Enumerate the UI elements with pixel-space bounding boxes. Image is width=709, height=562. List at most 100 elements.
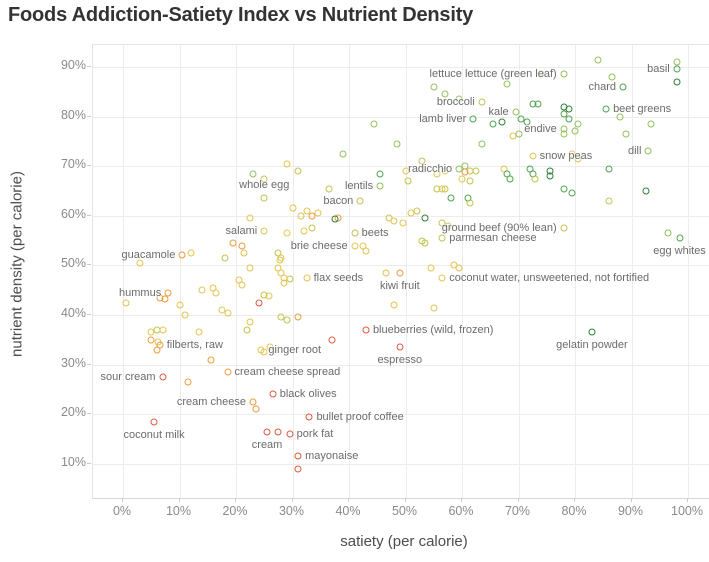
data-point[interactable]: [466, 177, 474, 185]
data-point[interactable]: [472, 167, 480, 175]
data-point[interactable]: [300, 227, 308, 235]
point-espresso[interactable]: [396, 343, 404, 351]
data-point[interactable]: [664, 229, 672, 237]
data-point[interactable]: [515, 130, 522, 138]
data-point[interactable]: [198, 286, 206, 294]
data-point[interactable]: [286, 275, 294, 283]
data-point[interactable]: [531, 175, 539, 183]
data-point[interactable]: [224, 309, 232, 317]
data-point[interactable]: [605, 197, 613, 205]
point-kiwi-fruit[interactable]: [396, 269, 404, 277]
data-point[interactable]: [560, 110, 568, 118]
data-point[interactable]: [523, 118, 531, 126]
data-point[interactable]: [402, 167, 409, 175]
point-kale[interactable]: [512, 108, 520, 116]
data-point[interactable]: [294, 167, 302, 175]
point-blueberries-wild-frozen[interactable]: [362, 326, 370, 334]
point-bullet-proof-coffee[interactable]: [305, 413, 313, 421]
data-point[interactable]: [221, 254, 229, 262]
data-point[interactable]: [616, 113, 624, 121]
data-point[interactable]: [673, 58, 681, 66]
data-point[interactable]: [283, 160, 291, 168]
point-dill[interactable]: [644, 147, 652, 155]
data-point[interactable]: [283, 316, 291, 324]
data-point[interactable]: [574, 155, 582, 163]
data-point[interactable]: [243, 326, 251, 334]
data-point[interactable]: [294, 465, 302, 473]
data-point[interactable]: [276, 256, 284, 264]
data-point[interactable]: [308, 212, 316, 220]
data-point[interactable]: [212, 289, 220, 297]
point-egg-whites[interactable]: [676, 234, 684, 242]
point-cream-cheese-spread[interactable]: [224, 368, 232, 376]
data-point[interactable]: [455, 264, 463, 272]
data-point[interactable]: [266, 343, 274, 351]
data-point[interactable]: [413, 207, 421, 215]
data-point[interactable]: [362, 247, 370, 255]
point-lentils[interactable]: [376, 182, 384, 190]
data-point[interactable]: [339, 150, 347, 158]
data-point[interactable]: [176, 301, 183, 309]
data-point[interactable]: [534, 100, 542, 108]
data-point[interactable]: [187, 249, 195, 257]
data-point[interactable]: [328, 336, 336, 344]
data-point[interactable]: [498, 118, 506, 126]
point-hummus[interactable]: [164, 289, 172, 297]
point-pork-fat[interactable]: [286, 430, 294, 438]
data-point[interactable]: [136, 259, 144, 267]
data-point[interactable]: [461, 168, 469, 176]
point-chard[interactable]: [619, 83, 627, 91]
point-coconut-water-unsweetened-not-fortified[interactable]: [438, 274, 446, 282]
data-point[interactable]: [438, 185, 446, 193]
data-point[interactable]: [568, 150, 576, 158]
data-point[interactable]: [605, 165, 613, 173]
data-point[interactable]: [546, 172, 554, 180]
data-point[interactable]: [560, 185, 568, 193]
data-point[interactable]: [390, 301, 398, 309]
data-point[interactable]: [506, 175, 514, 183]
data-point[interactable]: [503, 80, 511, 88]
point-cream[interactable]: [263, 428, 271, 436]
data-point[interactable]: [303, 207, 311, 215]
point-beet-greens[interactable]: [602, 105, 610, 113]
data-point[interactable]: [325, 185, 333, 193]
data-point[interactable]: [430, 83, 438, 91]
data-point[interactable]: [294, 313, 302, 321]
data-point[interactable]: [622, 130, 630, 138]
data-point[interactable]: [399, 219, 407, 227]
data-point[interactable]: [565, 115, 573, 123]
data-point[interactable]: [331, 215, 339, 223]
data-point[interactable]: [260, 175, 268, 183]
point-black-olives[interactable]: [269, 390, 277, 398]
point-filberts-raw[interactable]: [156, 341, 164, 349]
data-point[interactable]: [249, 170, 257, 178]
data-point[interactable]: [246, 214, 254, 222]
data-point[interactable]: [393, 140, 401, 148]
data-point[interactable]: [478, 140, 486, 148]
point-beets[interactable]: [351, 229, 359, 237]
point-broccoli[interactable]: [478, 98, 486, 106]
data-point[interactable]: [265, 292, 273, 300]
data-point[interactable]: [568, 189, 576, 197]
data-point[interactable]: [207, 356, 215, 364]
point-snow-peas[interactable]: [529, 152, 537, 160]
data-point[interactable]: [181, 311, 189, 319]
point-cream-cheese[interactable]: [249, 398, 257, 406]
data-point[interactable]: [280, 279, 288, 287]
data-point[interactable]: [246, 264, 254, 272]
data-point[interactable]: [308, 224, 316, 232]
data-point[interactable]: [229, 239, 237, 247]
point-flax-seeds[interactable]: [303, 274, 311, 282]
point-lettuce-lettuce-green-leaf[interactable]: [560, 70, 568, 78]
data-point[interactable]: [444, 222, 452, 230]
data-point[interactable]: [147, 336, 155, 344]
data-point[interactable]: [447, 194, 455, 202]
point-ginger-root[interactable]: [257, 346, 265, 354]
data-point[interactable]: [289, 204, 296, 212]
data-point[interactable]: [370, 120, 378, 128]
data-point[interactable]: [458, 175, 466, 183]
point-parmesan-cheese[interactable]: [438, 234, 446, 242]
data-point[interactable]: [283, 229, 291, 237]
point-lamb-liver[interactable]: [469, 115, 477, 123]
data-point[interactable]: [255, 299, 263, 307]
